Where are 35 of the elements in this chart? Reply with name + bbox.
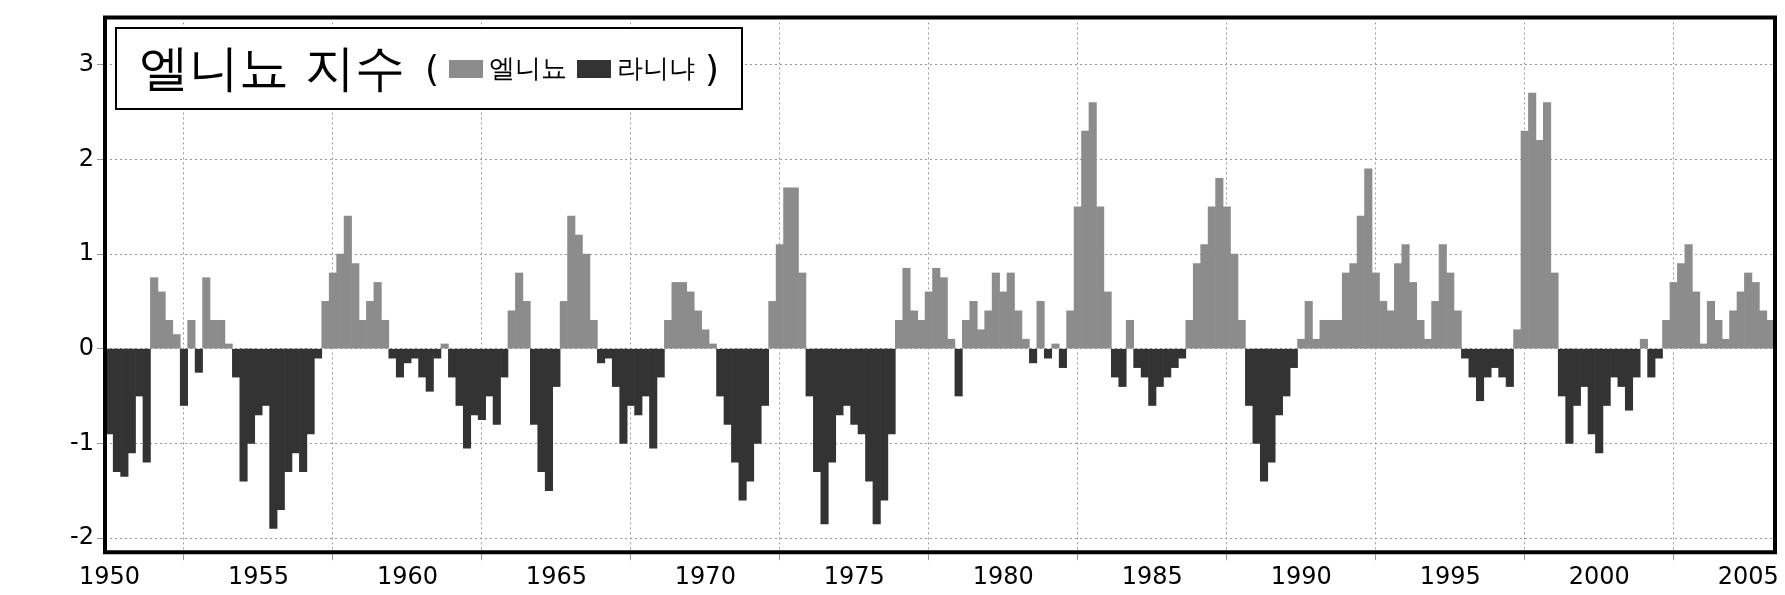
bar bbox=[440, 343, 449, 349]
bar bbox=[1058, 348, 1067, 368]
x-tick-label: 1970 bbox=[674, 561, 736, 590]
y-tick-label: 3 bbox=[78, 48, 94, 77]
x-tick-label: 1995 bbox=[1419, 561, 1481, 590]
text: 엘니뇨 지수 bbox=[139, 38, 405, 100]
x-tick-label: 2000 bbox=[1568, 561, 1630, 590]
bar bbox=[1125, 319, 1134, 349]
x-tick-label: 1980 bbox=[972, 561, 1034, 590]
y-tick-label: -1 bbox=[70, 427, 94, 456]
bar bbox=[1043, 348, 1053, 359]
bar bbox=[1036, 301, 1045, 349]
y-tick-label: 2 bbox=[78, 143, 94, 172]
y-tick-label: 1 bbox=[78, 238, 94, 267]
x-tick-label: 1990 bbox=[1270, 561, 1332, 590]
x-tick-label: 1965 bbox=[525, 561, 587, 590]
x-tick-label: 1975 bbox=[823, 561, 885, 590]
legend-label: 라니냐 bbox=[616, 52, 695, 86]
annotation: ( bbox=[424, 48, 439, 90]
x-tick-label: 1950 bbox=[78, 561, 141, 590]
bar bbox=[1051, 343, 1060, 349]
bar bbox=[1639, 338, 1648, 349]
legend-label: 엘니뇨 bbox=[488, 52, 567, 86]
bar bbox=[954, 348, 963, 397]
x-tick-label: 2005 bbox=[1717, 561, 1779, 590]
bar bbox=[194, 348, 203, 373]
bar bbox=[187, 319, 196, 349]
x-tick-label: 1960 bbox=[376, 561, 438, 590]
bar bbox=[1029, 348, 1038, 364]
bar bbox=[179, 348, 189, 406]
x-tick-label: 1985 bbox=[1121, 561, 1183, 590]
x-tick-label: 1955 bbox=[227, 561, 289, 590]
y-tick-label: -2 bbox=[70, 522, 94, 551]
annotation: ) bbox=[704, 48, 719, 90]
y-tick-label: 0 bbox=[78, 332, 94, 361]
